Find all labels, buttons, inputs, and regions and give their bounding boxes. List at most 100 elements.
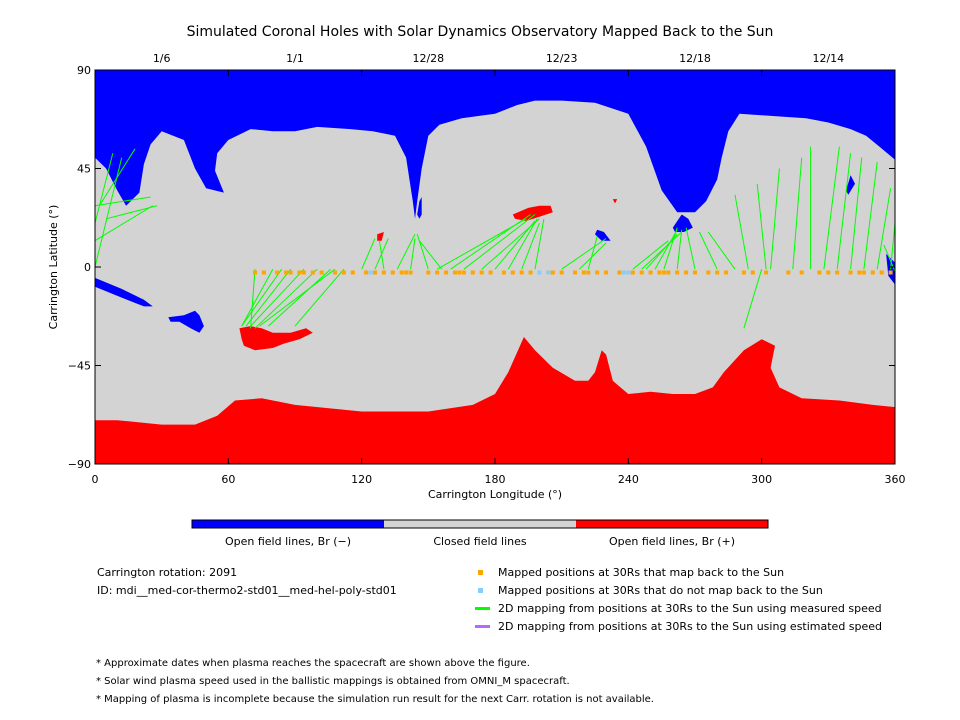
- mapping-line: [707, 231, 736, 270]
- mapping-line: [94, 205, 154, 242]
- mapped-point: [457, 270, 462, 275]
- legend: Mapped positions at 30Rs that map back t…: [475, 566, 882, 633]
- mapping-line: [632, 240, 669, 270]
- mapping-line: [419, 240, 443, 270]
- mapping-line: [863, 161, 878, 270]
- mapped-point: [724, 270, 729, 275]
- footnote: * Solar wind plasma speed used in the ba…: [96, 676, 570, 687]
- y-tick-label: −90: [68, 458, 91, 471]
- mapping-line: [521, 223, 540, 270]
- north-polar-coronal-hole: [95, 70, 895, 219]
- run-id: ID: mdi__med-cor-thermo2-std01__med-hel-…: [97, 584, 397, 597]
- mapped-point: [604, 270, 609, 275]
- legend-label: 2D mapping from positions at 30Rs to the…: [498, 602, 882, 615]
- date-label: 12/23: [546, 52, 578, 65]
- chart-title: Simulated Coronal Holes with Solar Dynam…: [187, 24, 774, 40]
- colorbar-label: Open field lines, Br (−): [225, 535, 351, 548]
- negative-coronal-hole-patch: [846, 175, 855, 195]
- colorbar: Open field lines, Br (−) Closed field lin…: [191, 519, 769, 548]
- mapping-line: [250, 268, 305, 327]
- x-tick-label: 0: [92, 473, 99, 486]
- mapped-point: [630, 270, 635, 275]
- mapping-line: [245, 268, 291, 327]
- mapping-line: [361, 238, 376, 270]
- mapped-point: [519, 270, 524, 275]
- mapping-line: [587, 236, 598, 270]
- negative-coronal-hole-patch: [417, 197, 422, 219]
- mapping-line: [416, 234, 429, 270]
- mapping-line: [374, 238, 389, 270]
- colorbar-segment: [576, 520, 768, 528]
- colorbar-label: Closed field lines: [433, 535, 527, 548]
- south-polar-coronal-hole: [95, 337, 895, 464]
- mapped-point: [573, 270, 577, 275]
- y-axis-label: Carrington Latitude (°): [47, 205, 60, 330]
- x-tick-label: 360: [885, 473, 906, 486]
- mapped-point: [750, 270, 755, 275]
- mapping-line: [534, 218, 545, 270]
- mapping-line: [463, 214, 536, 270]
- legend-marker: [478, 570, 483, 575]
- footnotes: * Approximate dates when plasma reaches …: [96, 658, 654, 705]
- mapped-point: [657, 270, 662, 275]
- date-label: 12/14: [812, 52, 844, 65]
- mapping-line: [663, 227, 678, 270]
- positive-coronal-hole-patch: [512, 205, 553, 221]
- legend-marker: [478, 588, 483, 593]
- unmapped-point: [546, 270, 551, 275]
- mapping-line: [94, 153, 114, 224]
- mapped-point: [444, 270, 449, 275]
- legend-label: Mapped positions at 30Rs that map back t…: [498, 566, 784, 579]
- mapped-point: [479, 270, 484, 275]
- mapped-point: [510, 270, 515, 275]
- x-tick-label: 180: [485, 473, 506, 486]
- mapping-line: [676, 229, 683, 270]
- mapped-point: [595, 270, 600, 275]
- mapping-line: [94, 196, 151, 207]
- positive-coronal-hole-patch: [239, 326, 313, 351]
- mapped-point: [715, 270, 720, 275]
- mapped-point: [341, 270, 346, 275]
- mapping-line: [698, 231, 718, 270]
- mapped-point: [617, 270, 622, 275]
- mapped-point: [861, 270, 866, 275]
- mapped-point: [426, 270, 431, 275]
- mapped-point: [684, 270, 689, 275]
- mapping-line: [579, 242, 607, 270]
- mapped-point: [857, 270, 862, 275]
- date-label: 1/1: [286, 52, 304, 65]
- mapping-line: [823, 146, 840, 270]
- mapping-line: [734, 194, 749, 270]
- legend-label: 2D mapping from positions at 30Rs to the…: [498, 620, 882, 633]
- y-tick-label: 45: [77, 163, 91, 176]
- mapped-point: [297, 270, 302, 275]
- footnote: * Mapping of plasma is incomplete becaus…: [96, 694, 654, 705]
- mapped-point: [835, 270, 840, 275]
- mapped-point: [453, 270, 457, 275]
- mapping-line: [561, 238, 607, 270]
- mapping-line: [756, 183, 767, 270]
- colorbar-segment: [192, 520, 384, 528]
- mapped-point: [364, 270, 369, 275]
- negative-coronal-hole-patch: [672, 214, 693, 232]
- mapped-point: [870, 270, 875, 275]
- mapping-line: [241, 268, 274, 327]
- mapping-line: [641, 231, 683, 270]
- mapped-point: [261, 270, 266, 275]
- mapping-line: [98, 148, 136, 206]
- mapped-point: [879, 270, 884, 275]
- x-tick-label: 240: [618, 473, 639, 486]
- mapped-point: [666, 270, 671, 275]
- mapping-line: [436, 218, 527, 270]
- mapped-point: [275, 270, 280, 275]
- unmapped-point: [368, 270, 373, 275]
- mapping-line: [241, 268, 283, 327]
- y-tick-label: 0: [84, 261, 91, 274]
- mapping-line: [770, 168, 780, 270]
- mapped-point: [648, 270, 653, 275]
- mapping-line: [494, 220, 536, 270]
- negative-coronal-hole-patch: [168, 310, 204, 333]
- mapped-point: [675, 270, 680, 275]
- mapped-point: [399, 270, 404, 275]
